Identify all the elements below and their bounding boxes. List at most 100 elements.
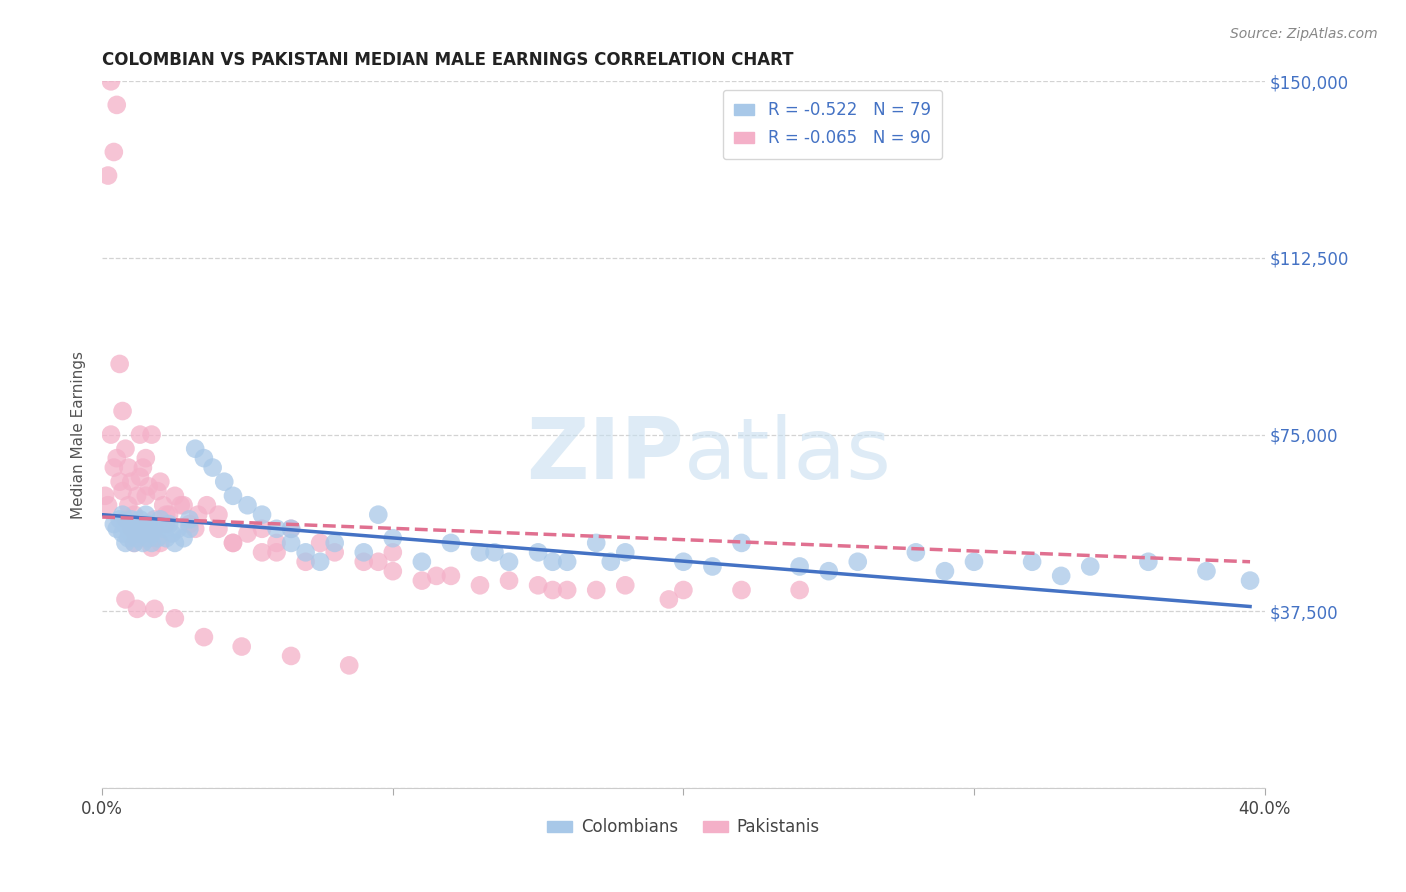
Point [555, 582, 578, 597]
Point [541, 555, 564, 569]
Point [135, 451, 157, 466]
Point [498, 555, 520, 569]
Point [184, 442, 207, 456]
Point [222, 536, 245, 550]
Point [381, 531, 404, 545]
Point [143, 522, 166, 536]
Text: Source: ZipAtlas.com: Source: ZipAtlas.com [1230, 27, 1378, 41]
Point [155, 508, 177, 522]
Point [111, 404, 134, 418]
Point [468, 545, 491, 559]
Point [201, 460, 224, 475]
Point [138, 517, 160, 532]
Point [114, 517, 136, 532]
Point [120, 526, 142, 541]
Point [294, 555, 316, 569]
Point [236, 498, 259, 512]
Point [143, 522, 166, 536]
Point [817, 564, 839, 578]
Point [337, 658, 360, 673]
Point [108, 475, 131, 489]
Point [138, 531, 160, 545]
Point [135, 489, 157, 503]
Point [730, 582, 752, 597]
Point [141, 526, 163, 541]
Point [114, 536, 136, 550]
Point [122, 517, 145, 532]
Point [411, 555, 433, 569]
Point [266, 545, 288, 559]
Point [1021, 555, 1043, 569]
Point [114, 592, 136, 607]
Point [160, 526, 183, 541]
Point [157, 517, 180, 532]
Point [280, 536, 302, 550]
Point [381, 545, 404, 559]
Point [163, 536, 186, 550]
Point [129, 526, 152, 541]
Point [309, 536, 332, 550]
Point [498, 574, 520, 588]
Point [125, 522, 148, 536]
Point [484, 545, 506, 559]
Point [440, 569, 463, 583]
Point [440, 536, 463, 550]
Point [789, 559, 811, 574]
Point [138, 531, 160, 545]
Point [231, 640, 253, 654]
Point [117, 522, 139, 536]
Point [117, 531, 139, 545]
Point [120, 522, 142, 536]
Point [280, 522, 302, 536]
Point [108, 512, 131, 526]
Point [157, 508, 180, 522]
Point [280, 648, 302, 663]
Point [294, 545, 316, 559]
Point [1195, 564, 1218, 578]
Point [111, 484, 134, 499]
Point [122, 536, 145, 550]
Point [111, 526, 134, 541]
Point [132, 536, 155, 550]
Point [103, 517, 125, 532]
Point [353, 545, 375, 559]
Point [141, 541, 163, 555]
Text: ZIP: ZIP [526, 414, 683, 497]
Point [250, 522, 273, 536]
Point [789, 582, 811, 597]
Point [149, 512, 172, 526]
Point [411, 574, 433, 588]
Point [120, 475, 142, 489]
Point [672, 555, 695, 569]
Point [846, 555, 869, 569]
Point [266, 536, 288, 550]
Point [658, 592, 681, 607]
Point [207, 522, 229, 536]
Point [214, 475, 236, 489]
Point [425, 569, 447, 583]
Point [614, 545, 637, 559]
Point [614, 578, 637, 592]
Point [280, 522, 302, 536]
Point [266, 522, 288, 536]
Point [250, 545, 273, 559]
Point [702, 559, 724, 574]
Point [323, 536, 346, 550]
Point [135, 517, 157, 532]
Point [125, 489, 148, 503]
Point [527, 545, 550, 559]
Point [934, 564, 956, 578]
Point [135, 522, 157, 536]
Point [149, 536, 172, 550]
Point [585, 582, 607, 597]
Point [195, 498, 218, 512]
Point [122, 536, 145, 550]
Point [541, 582, 564, 597]
Point [103, 145, 125, 159]
Point [173, 531, 195, 545]
Point [149, 475, 172, 489]
Point [97, 498, 120, 512]
Point [141, 536, 163, 550]
Point [353, 555, 375, 569]
Point [152, 498, 174, 512]
